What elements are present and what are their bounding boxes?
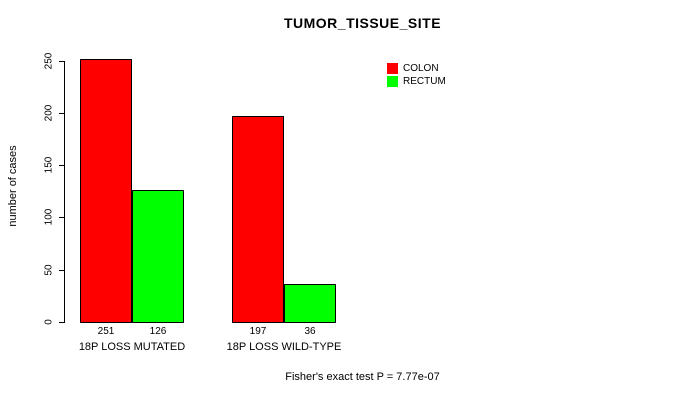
bar-value-label: 197 <box>249 326 267 337</box>
y-axis-tick <box>59 112 64 114</box>
chart-title: TUMOR_TISSUE_SITE <box>283 15 442 31</box>
y-axis-tick-label: 200 <box>43 104 55 122</box>
y-axis-label: number of cases <box>7 145 19 227</box>
y-axis-tick-label: 250 <box>43 52 55 69</box>
y-axis-tick-label: 150 <box>43 156 55 174</box>
y-axis-tick-label: 50 <box>43 264 55 276</box>
bar-rectum-18p-loss-mutated <box>132 190 184 323</box>
bar-rectum-18p-loss-wild-type <box>284 284 336 323</box>
legend: COLON RECTUM <box>387 62 446 88</box>
y-axis-tick <box>59 60 64 62</box>
legend-swatch-colon <box>387 63 398 74</box>
bar-colon-18p-loss-mutated <box>80 59 132 323</box>
y-axis-tick-label: 0 <box>43 319 55 325</box>
legend-item-colon: COLON <box>387 62 446 75</box>
y-axis-tick <box>59 165 64 167</box>
y-axis-tick <box>59 322 64 323</box>
bar-value-label: 126 <box>149 326 167 337</box>
x-category-label: 18P LOSS MUTATED <box>78 341 186 353</box>
y-axis-line <box>64 60 65 323</box>
x-category-label: 18P LOSS WILD-TYPE <box>226 341 342 353</box>
y-axis-tick-label: 100 <box>43 209 55 226</box>
legend-swatch-rectum <box>387 76 398 87</box>
y-axis-tick <box>59 217 64 219</box>
bar-colon-18p-loss-wild-type <box>232 115 284 323</box>
bar-value-label: 251 <box>97 326 115 337</box>
y-axis-tick <box>59 269 64 271</box>
stat-annotation: Fisher's exact test P = 7.77e-07 <box>285 371 440 383</box>
legend-item-rectum: RECTUM <box>387 75 446 88</box>
bar-value-label: 36 <box>304 326 316 337</box>
legend-label: RECTUM <box>403 76 446 87</box>
legend-label: COLON <box>403 63 439 74</box>
